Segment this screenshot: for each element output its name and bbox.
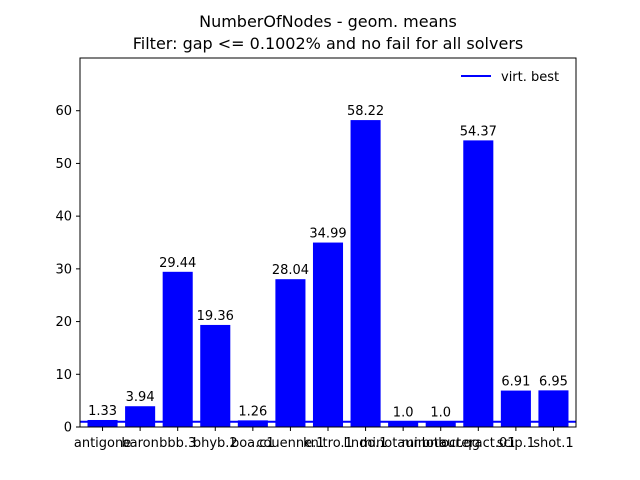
legend: virt. best: [461, 70, 559, 85]
bar-value-label: 28.04: [272, 263, 309, 278]
x-tick-label: bhyb.2: [193, 436, 238, 451]
bar-value-label: 58.22: [347, 104, 384, 119]
bar-lindo.1: [350, 120, 381, 428]
y-tick-label: 30: [55, 262, 72, 277]
bar-value-label: 1.0: [430, 406, 451, 421]
bar-antigone: [87, 419, 118, 427]
bar-labels-group: 1.33 3.94 29.44 19.36 1.26 28.04 34.99 58.22 1.0…: [88, 104, 568, 421]
bar-bhyb.2: [200, 324, 231, 427]
x-tick-label: bbb.3: [159, 436, 196, 451]
bar-value-label: 6.95: [539, 374, 568, 389]
y-tick-label: 60: [55, 104, 72, 119]
x-tick-label: antigone: [74, 436, 131, 451]
bar-value-label: 1.26: [238, 404, 267, 419]
y-tick-label: 0: [64, 421, 72, 436]
bar-value-label: 3.94: [126, 390, 155, 405]
chart-title: NumberOfNodes - geom. means: [199, 12, 457, 31]
bar-value-label: 54.37: [460, 124, 497, 139]
bar-value-label: 1.33: [88, 404, 117, 419]
x-tick-label: boa.c1: [231, 436, 275, 451]
bars-group: [87, 120, 569, 428]
x-tick-label: minotaur.qg: [401, 436, 480, 451]
y-tick-label: 10: [55, 368, 72, 383]
x-tick-label: baron: [121, 436, 158, 451]
bar-baron: [125, 406, 156, 427]
y-tick-label: 20: [55, 315, 72, 330]
bar-knitro.1: [312, 242, 344, 427]
bar-octeract.01: [463, 140, 494, 427]
bar-minotaur.bnb: [388, 421, 419, 427]
bar-value-label: 34.99: [309, 227, 346, 242]
x-tick-label: couenne.1: [256, 436, 324, 451]
legend-label: virt. best: [501, 70, 559, 85]
bar-value-label: 19.36: [197, 309, 234, 324]
x-tick-label: knitro.1: [303, 436, 353, 451]
y-tick-label: 40: [55, 210, 72, 225]
bar-value-label: 6.91: [501, 375, 530, 390]
x-tick-label: scip.1: [497, 436, 535, 451]
bar-couenne.1: [275, 279, 306, 427]
bar-minotaur.qg: [425, 421, 456, 427]
x-tick-label: octeract.01: [441, 436, 515, 451]
x-tick-label: shot.1: [533, 436, 573, 451]
bar-value-label: 1.0: [393, 406, 414, 421]
bar-bbb.3: [162, 271, 193, 427]
y-axis: 0 10 20 30 40 50 60: [55, 104, 80, 436]
bar-value-label: 29.44: [159, 256, 196, 271]
x-tick-label: minotaur.bnb: [360, 436, 447, 451]
x-tick-label: lindo.1: [344, 436, 388, 451]
y-tick-label: 50: [55, 157, 72, 172]
bar-boa.c1: [237, 420, 268, 427]
chart-subtitle: Filter: gap <= 0.1002% and no fail for a…: [133, 34, 523, 53]
